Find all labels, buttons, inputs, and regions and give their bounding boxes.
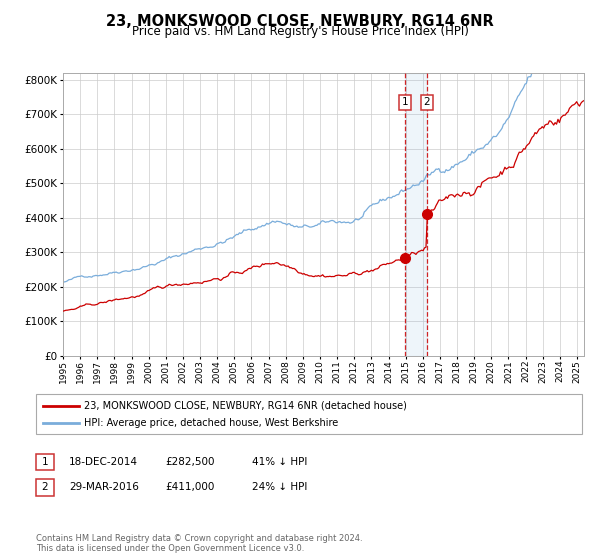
Text: 18-DEC-2014: 18-DEC-2014 (69, 457, 138, 467)
Text: 2: 2 (41, 482, 49, 492)
Text: 24% ↓ HPI: 24% ↓ HPI (252, 482, 307, 492)
Text: £411,000: £411,000 (165, 482, 214, 492)
Text: 2: 2 (424, 97, 430, 108)
Text: £282,500: £282,500 (165, 457, 215, 467)
Text: 29-MAR-2016: 29-MAR-2016 (69, 482, 139, 492)
Text: 1: 1 (41, 457, 49, 467)
Text: 41% ↓ HPI: 41% ↓ HPI (252, 457, 307, 467)
Text: Price paid vs. HM Land Registry's House Price Index (HPI): Price paid vs. HM Land Registry's House … (131, 25, 469, 38)
Text: 23, MONKSWOOD CLOSE, NEWBURY, RG14 6NR: 23, MONKSWOOD CLOSE, NEWBURY, RG14 6NR (106, 14, 494, 29)
Text: Contains HM Land Registry data © Crown copyright and database right 2024.
This d: Contains HM Land Registry data © Crown c… (36, 534, 362, 553)
Text: HPI: Average price, detached house, West Berkshire: HPI: Average price, detached house, West… (84, 418, 338, 428)
Text: 23, MONKSWOOD CLOSE, NEWBURY, RG14 6NR (detached house): 23, MONKSWOOD CLOSE, NEWBURY, RG14 6NR (… (84, 401, 407, 411)
Bar (405, 73, 427, 356)
Text: 1: 1 (401, 97, 408, 108)
